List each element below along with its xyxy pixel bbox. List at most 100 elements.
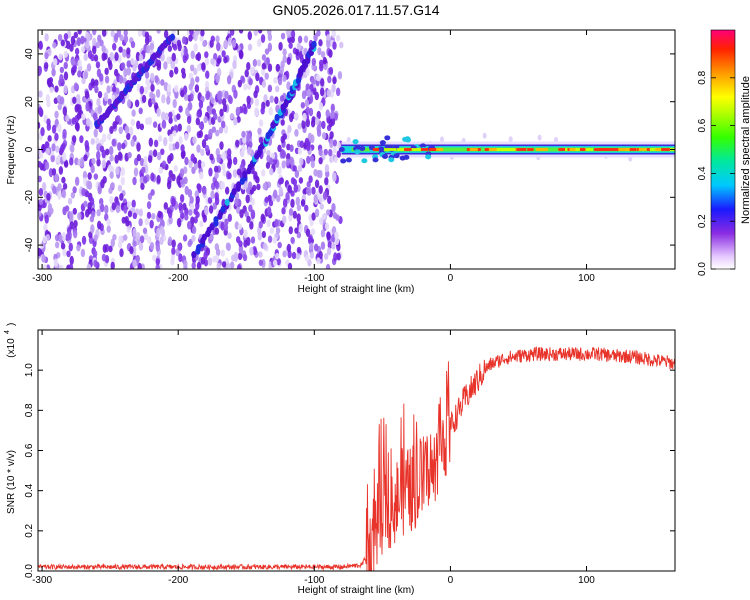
noise-speck [58,234,63,243]
noise-speck [195,76,200,83]
noise-speck [281,207,286,215]
noise-speck [123,34,129,43]
noise-speck [81,235,87,245]
frequency-track-mark [224,198,230,206]
noise-speck [266,149,271,157]
noise-speck [261,169,266,177]
noise-speck [120,62,126,70]
noise-speck [273,77,278,84]
noise-speck [119,192,124,201]
noise-speck [326,40,331,49]
carrier-blob [359,146,366,152]
noise-speck [92,30,97,36]
noise-speck [67,230,72,241]
noise-speck [236,264,242,269]
noise-speck [269,95,274,103]
snr-y-scale-exp: 4 [4,330,11,334]
carrier-peak [469,148,478,151]
snr-line [38,346,675,571]
spectrogram-x-tick-label: -300 [32,273,52,284]
noise-speck [154,75,159,84]
noise-speck [220,221,225,231]
noise-speck [327,195,332,205]
noise-speck [306,181,311,188]
noise-speck [328,49,333,58]
noise-speck [117,184,123,192]
noise-speck [93,173,99,180]
noise-speck [57,190,62,200]
noise-speck [62,106,68,116]
noise-speck [183,133,189,141]
noise-speck [196,51,202,62]
noise-speck [83,154,88,162]
colorbar-tick-label: 0.2 [697,214,708,228]
carrier-blob [402,136,409,142]
noise-speck [282,250,287,258]
noise-speck [318,194,324,204]
noise-speck [171,197,176,207]
noise-speck [128,126,134,135]
noise-speck [72,64,77,71]
carrier-peak [484,148,489,151]
noise-speck [109,52,114,61]
noise-speck [323,148,328,156]
noise-speck [224,218,229,226]
noise-speck [138,107,143,115]
noise-speck [301,90,307,100]
noise-speck [190,77,195,87]
noise-speck [103,53,108,60]
noise-speck [325,263,331,269]
noise-speck [290,36,295,44]
noise-speck [321,132,327,140]
noise-speck [264,48,270,55]
noise-speck [173,66,179,75]
noise-speck [157,210,162,218]
noise-speck [325,109,330,118]
carrier-blob [378,146,385,152]
noise-speck [294,227,299,234]
noise-speck [119,248,124,258]
noise-speck [311,57,317,66]
noise-speck [297,147,303,155]
snr-ylabel: SNR (10 * v/v) [6,450,17,514]
noise-speck [38,152,44,159]
noise-speck [209,233,214,241]
carrier-blob [425,154,432,160]
carrier-peak [501,148,509,151]
noise-speck [316,169,321,178]
noise-speck [180,144,185,152]
noise-speck [144,217,150,226]
noise-speck [320,229,326,238]
noise-speck [287,262,293,269]
noise-speck [323,253,329,260]
noise-speck [124,125,130,134]
noise-speck [71,135,77,144]
noise-speck [81,113,86,121]
noise-speck [243,229,248,239]
noise-speck [335,214,340,221]
noise-speck [190,216,195,225]
noise-speck [168,116,173,124]
noise-speck [71,117,77,125]
noise-speck [92,250,98,258]
noise-speck [238,240,243,248]
noise-speck [181,149,186,158]
noise-speck [38,160,42,168]
noise-speck [44,214,49,224]
noise-speck [109,196,114,205]
noise-speck [286,81,291,91]
noise-speck [218,126,224,134]
noise-speck [84,140,89,150]
noise-speck [320,51,326,59]
colorbar-tick-label: 0.6 [697,118,708,132]
noise-speck [72,207,77,215]
noise-speck [136,120,141,130]
noise-speck [89,215,95,223]
noise-speck [77,59,82,68]
noise-speck [298,223,304,233]
noise-speck [184,156,189,166]
noise-speck [54,85,59,93]
noise-speck [48,77,54,84]
carrier-peak [569,148,576,151]
